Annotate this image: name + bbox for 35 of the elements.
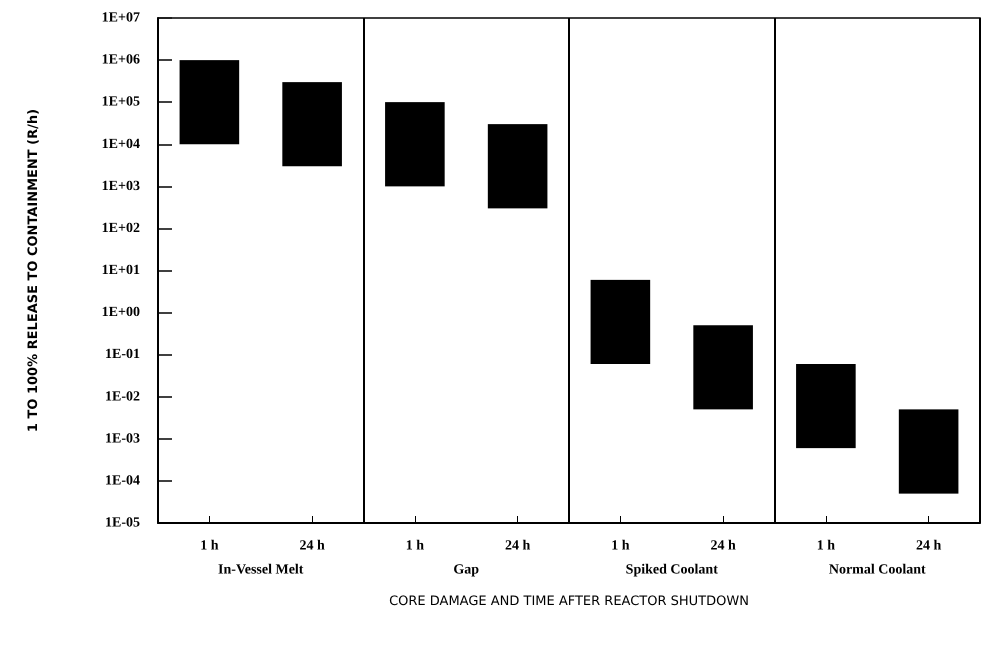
bar xyxy=(796,364,856,448)
y-tick-label: 1E+01 xyxy=(102,263,140,278)
x-tick-label: 1 h xyxy=(200,538,219,554)
bar xyxy=(385,102,445,186)
bar xyxy=(898,409,958,494)
y-tick-label: 1E-05 xyxy=(105,516,140,530)
y-tick-label: 1E+00 xyxy=(102,305,140,320)
x-tick-label: 24 h xyxy=(916,538,942,554)
y-tick-label: 1E+02 xyxy=(102,220,140,236)
y-tick-label: 1E+03 xyxy=(102,178,140,194)
bar xyxy=(488,124,548,208)
x-tick-label: 24 h xyxy=(710,538,736,554)
y-axis-title: 1 TO 100% RELEASE TO CONTAINMENT (R/h) xyxy=(26,108,41,432)
y-tick-label: 1E-04 xyxy=(105,473,140,488)
text: Gap xyxy=(453,562,480,578)
bar xyxy=(693,325,753,410)
bar xyxy=(282,82,342,166)
y-tick-label: 1E-02 xyxy=(105,389,140,404)
x-tick-label: 1 h xyxy=(611,538,630,554)
x-tick-label: 1 h xyxy=(406,538,424,554)
text: Normal Coolant xyxy=(828,562,926,578)
bar xyxy=(590,280,650,364)
y-tick-label: 1E+05 xyxy=(102,94,140,110)
text: Spiked Coolant xyxy=(626,562,718,578)
y-tick-label: 1E+07 xyxy=(102,10,140,26)
y-tick-label: 1E-03 xyxy=(105,431,140,446)
x-tick-label: 1 h xyxy=(816,538,836,554)
text: In-Vessel Melt xyxy=(218,562,304,578)
y-tick-label: 1E+06 xyxy=(102,52,140,68)
y-tick-label: 1E-01 xyxy=(105,347,140,362)
bar xyxy=(180,60,240,144)
y-tick-label: 1E+04 xyxy=(102,136,140,152)
x-tick-label: 24 h xyxy=(504,538,530,554)
x-tick-label: 24 h xyxy=(299,538,325,554)
x-axis-title: CORE DAMAGE AND TIME AFTER REACTOR SHUTDOWN xyxy=(389,594,749,609)
